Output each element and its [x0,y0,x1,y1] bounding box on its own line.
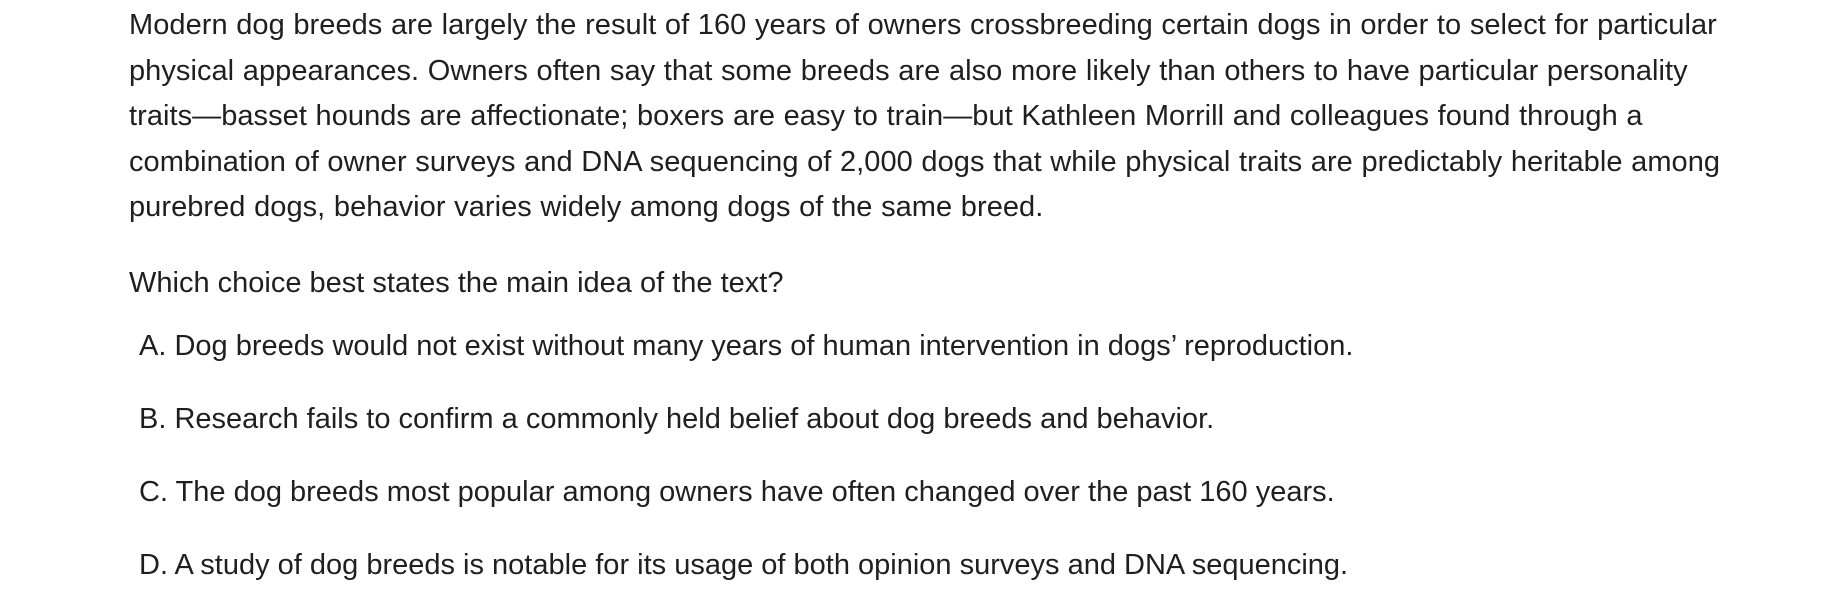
answer-choice-b[interactable]: B. Research fails to confirm a commonly … [139,397,1353,470]
choice-text: A study of dog breeds is notable for its… [174,549,1349,581]
choice-text: Research fails to confirm a commonly hel… [174,403,1215,435]
choice-letter: D. [139,549,168,581]
choice-text: The dog breeds most popular among owners… [175,476,1335,508]
choice-letter: B. [139,403,167,435]
question-card: Modern dog breeds are largely the result… [129,0,1729,581]
answer-choice-d[interactable]: D. A study of dog breeds is notable for … [139,543,1353,616]
answer-choice-c[interactable]: C. The dog breeds most popular among own… [139,470,1353,543]
choice-text: Dog breeds would not exist without many … [174,330,1354,362]
answer-choice-a[interactable]: A. Dog breeds would not exist without ma… [139,324,1353,397]
passage-text: Modern dog breeds are largely the result… [129,9,1721,223]
choice-letter: A. [139,330,167,362]
choice-letter: C. [139,476,168,508]
answer-choices: A. Dog breeds would not exist without ma… [139,324,1353,616]
question-prompt: Which choice best states the main idea o… [129,267,784,299]
